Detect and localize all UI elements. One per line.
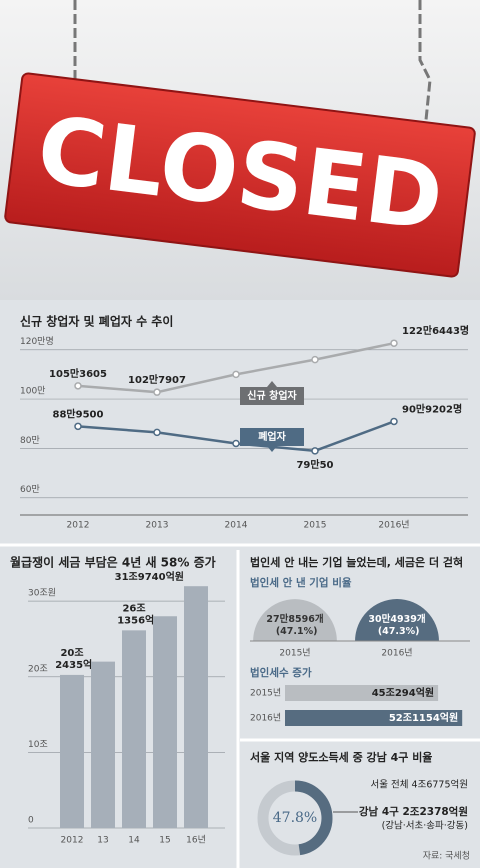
chart-title: 법인세 안 내는 기업 늘었는데, 세금은 더 걷혀 (250, 555, 463, 569)
sign: CLOSED (4, 72, 476, 278)
x-tick-label: 2013 (146, 521, 169, 531)
legend-box (240, 428, 304, 446)
x-tick-label: 16년 (186, 835, 206, 846)
bar (153, 616, 177, 828)
point (74, 422, 82, 431)
value-label: 45조294억원 (372, 686, 434, 699)
value-label: 26조 1356억 (114, 602, 155, 626)
y-tick-label: 120만명 (20, 336, 54, 347)
point (153, 388, 161, 396)
chart-title: 법인세수 증가 (250, 666, 312, 679)
sign-board (4, 72, 476, 278)
x-tick-label: 13 (97, 836, 108, 846)
point (311, 355, 319, 364)
chart-title: 월급쟁이 세금 부담은 4년 새 58% 증가 (10, 555, 216, 570)
category-label: 2015년 (250, 688, 281, 699)
x-tick-label: 2015 (304, 521, 327, 531)
value-label: 52조1154억원 (389, 711, 458, 724)
bar (60, 674, 84, 828)
category-label: 2016년 (381, 648, 412, 659)
chart-title: 서울 지역 양도소득세 중 강남 4구 비율 (250, 750, 432, 764)
category-label: 2016년 (250, 713, 281, 724)
bar (91, 661, 115, 828)
annotation: 서울 전체 4조6775억원 (371, 779, 468, 791)
half-circle (253, 599, 337, 641)
chart-title: 신규 창업자 및 폐업자 수 추이 (20, 314, 173, 329)
legend-pointer (267, 446, 277, 452)
chart-subtitle: 법인세 안 낸 기업 비율 (250, 576, 352, 589)
value-label: 31조9740억원 (115, 570, 184, 583)
value-label: 90만9202명 (402, 402, 462, 415)
half-circle (355, 599, 439, 641)
y-tick-label: 100만 (20, 386, 45, 397)
value-label: 20조 2435억 (52, 647, 93, 671)
source: 자료: 국세청 (423, 851, 470, 862)
y-tick-label: 30조원 (28, 588, 56, 599)
donut-label: 47.8% (273, 810, 317, 826)
bar (184, 586, 208, 828)
annotation: (강남·서초·송파·강동) (382, 821, 468, 832)
x-tick-label: 2012 (67, 521, 90, 531)
point (232, 439, 240, 448)
y-tick-label: 20조 (28, 664, 48, 674)
bar (285, 685, 439, 701)
point (390, 417, 398, 426)
value-label: 30만4939개 (47.3%) (368, 613, 425, 637)
legend-box (240, 387, 304, 405)
x-tick-label: 14 (128, 836, 140, 846)
point (232, 370, 240, 379)
legend-label: 신규 창업자 (247, 389, 297, 402)
point (311, 447, 319, 455)
x-tick-label: 2014 (225, 521, 248, 531)
annotation: 강남 4구 2조2378억원 (359, 805, 468, 818)
value-label: 105만3605 (49, 367, 107, 380)
value-label: 102만7907 (128, 373, 186, 386)
y-tick-label: 60만 (20, 484, 40, 495)
value-label: 88만9500 (53, 407, 104, 420)
bar (122, 630, 146, 828)
value-label: 122만6443명 (402, 324, 469, 337)
point (153, 428, 161, 437)
donut-slice (294, 780, 333, 856)
x-tick-label: 2012 (61, 836, 84, 846)
x-tick-label: 15 (159, 836, 170, 846)
y-tick-label: 0 (28, 816, 34, 826)
y-tick-label: 10조 (28, 740, 48, 750)
value-label: 27만8596개 (47.1%) (266, 613, 323, 637)
x-tick-label: 2016년 (378, 520, 409, 531)
category-label: 2015년 (279, 648, 310, 659)
point (74, 382, 82, 390)
y-tick-label: 80만 (20, 435, 40, 446)
value-label: 79만50 (296, 458, 333, 471)
bar (285, 710, 463, 726)
point (390, 339, 398, 347)
legend-pointer (267, 381, 277, 387)
legend-label: 폐업자 (258, 430, 286, 443)
